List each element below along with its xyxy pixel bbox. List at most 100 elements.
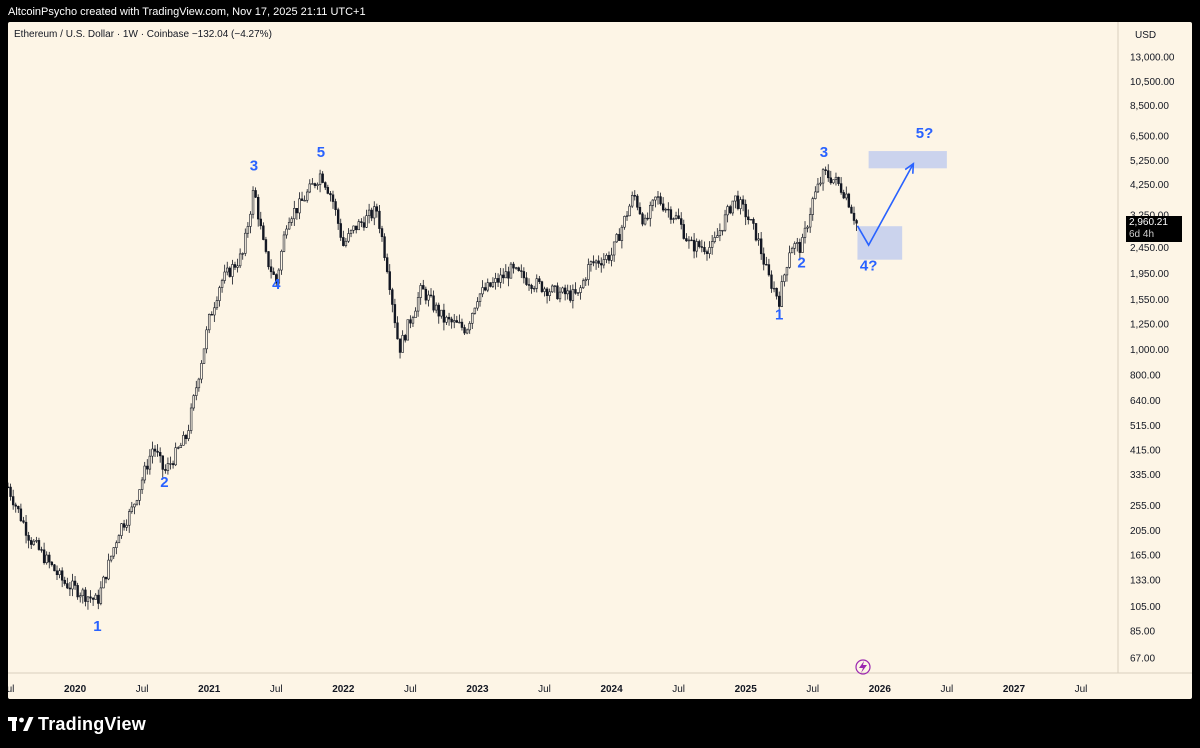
candle-body bbox=[251, 190, 255, 215]
candle-body bbox=[73, 580, 77, 586]
candle-body bbox=[571, 289, 575, 301]
symbol-legend[interactable]: Ethereum / U.S. Dollar · 1W · Coinbase −… bbox=[14, 29, 272, 40]
current-price-value: 2,960.21 bbox=[1129, 217, 1168, 228]
time-tick-label: 2027 bbox=[1003, 684, 1026, 695]
candle-body bbox=[814, 191, 817, 199]
candle-body bbox=[138, 489, 141, 501]
candle-body bbox=[852, 212, 856, 221]
candle-body bbox=[362, 222, 366, 228]
candle-body bbox=[641, 213, 644, 225]
candle-body bbox=[171, 463, 175, 466]
candle-body bbox=[494, 278, 497, 283]
price-tick-label: 255.00 bbox=[1130, 501, 1161, 512]
candle-body bbox=[293, 208, 296, 220]
candle-body bbox=[772, 287, 776, 290]
candle-body bbox=[249, 213, 252, 227]
candle-body bbox=[269, 266, 273, 273]
lightning-icon[interactable] bbox=[855, 659, 871, 675]
price-chart[interactable]: 1 2 3 4 5 1 2 3 4? 5? USD 13,000.00 10,500.00 8,500.0… bbox=[8, 22, 1192, 699]
time-tick-label: 2025 bbox=[735, 684, 758, 695]
candle-body bbox=[762, 253, 765, 265]
candle-body bbox=[545, 288, 549, 296]
candle-body bbox=[102, 576, 105, 589]
price-tick-label: 165.00 bbox=[1130, 551, 1161, 562]
time-tick-label: 2024 bbox=[600, 684, 623, 695]
candle-body bbox=[166, 463, 170, 471]
candle-body bbox=[682, 224, 685, 239]
candle-body bbox=[130, 506, 134, 512]
candle-body bbox=[708, 247, 711, 254]
candle-body bbox=[125, 524, 128, 528]
candle-body bbox=[558, 291, 562, 300]
candle-body bbox=[749, 218, 753, 221]
candle-body bbox=[71, 580, 74, 590]
candle-body bbox=[94, 594, 97, 600]
candle-body bbox=[50, 561, 54, 566]
projection-path[interactable] bbox=[856, 163, 915, 247]
candle-body bbox=[202, 348, 206, 364]
tradingview-logo-icon[interactable] bbox=[8, 714, 34, 734]
price-tick-label: 5,250.00 bbox=[1130, 156, 1169, 167]
candle-body bbox=[233, 264, 237, 268]
candle-body bbox=[690, 239, 693, 242]
candle-body bbox=[698, 241, 701, 247]
candle-body bbox=[357, 221, 360, 231]
candle-body bbox=[411, 317, 415, 324]
candle-body bbox=[112, 547, 115, 557]
chart-panel[interactable]: 1 2 3 4 5 1 2 3 4? 5? USD 13,000.00 10,500.00 8,500.0… bbox=[8, 22, 1192, 699]
candle-body bbox=[393, 304, 397, 324]
candle-body bbox=[295, 208, 299, 214]
candle-body bbox=[736, 195, 740, 209]
candle-body bbox=[344, 240, 348, 246]
candle-body bbox=[520, 270, 523, 272]
candle-body bbox=[486, 282, 489, 291]
candle-body bbox=[718, 230, 722, 237]
candle-body bbox=[845, 193, 848, 199]
candle-body bbox=[419, 285, 422, 298]
candle-body bbox=[375, 206, 379, 212]
price-tick-label: 105.00 bbox=[1130, 602, 1161, 613]
target-zone-5[interactable] bbox=[868, 151, 947, 169]
candle-body bbox=[819, 182, 822, 185]
candle-body bbox=[721, 229, 724, 232]
candle-body bbox=[427, 294, 430, 301]
candle-body bbox=[674, 215, 678, 219]
candle-body bbox=[788, 252, 791, 268]
candle-body bbox=[628, 205, 631, 217]
candle-body bbox=[79, 595, 82, 598]
candle-body bbox=[398, 338, 402, 353]
candle-body bbox=[633, 195, 636, 197]
candle-body bbox=[117, 535, 121, 544]
candle-body bbox=[32, 540, 35, 545]
candle-body bbox=[115, 542, 118, 548]
candle-body bbox=[429, 294, 433, 297]
candle-body bbox=[267, 251, 270, 268]
time-tick-label: Jul bbox=[940, 684, 953, 695]
time-tick-label: Jul bbox=[1075, 684, 1088, 695]
wave-label: 2 bbox=[160, 474, 168, 491]
candle-body bbox=[620, 226, 624, 241]
candle-body bbox=[522, 271, 526, 279]
candle-body bbox=[272, 271, 275, 275]
candle-body bbox=[672, 218, 675, 220]
target-zone-4[interactable] bbox=[857, 226, 903, 260]
time-tick-label: Jul bbox=[8, 684, 14, 695]
time-tick-label: Jul bbox=[672, 684, 685, 695]
candle-body bbox=[713, 237, 716, 242]
candle-body bbox=[254, 190, 257, 198]
candle-body bbox=[496, 278, 500, 283]
candle-body bbox=[561, 287, 564, 293]
candle-body bbox=[834, 176, 838, 180]
candle-body bbox=[602, 259, 606, 266]
candle-body bbox=[197, 378, 201, 389]
candle-body bbox=[316, 184, 319, 186]
candle-body bbox=[855, 220, 858, 224]
candle-body bbox=[821, 169, 825, 184]
tradingview-logo-text[interactable]: TradingView bbox=[38, 714, 146, 734]
candle-body bbox=[460, 321, 464, 328]
candle-body bbox=[313, 183, 317, 186]
candle-body bbox=[259, 218, 262, 227]
candle-body bbox=[654, 196, 657, 201]
candle-body bbox=[97, 594, 100, 604]
candle-body bbox=[785, 267, 789, 276]
